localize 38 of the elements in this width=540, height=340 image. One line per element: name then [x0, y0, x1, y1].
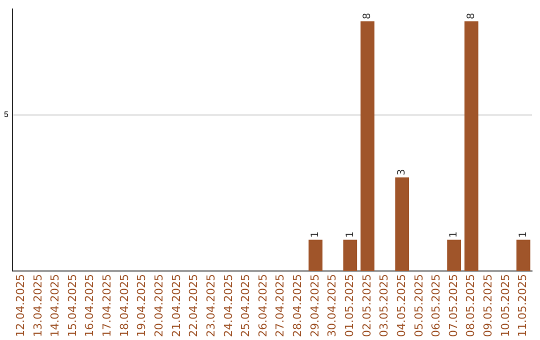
x-tick-label: 19.04.2025 — [135, 274, 148, 338]
x-tick-label: 07.05.2025 — [446, 274, 460, 338]
x-tick-label: 04.05.2025 — [394, 274, 408, 338]
x-tick-label: 13.04.2025 — [31, 274, 44, 338]
x-tick-label: 10.05.2025 — [498, 274, 512, 338]
x-tick-label: 30.04.2025 — [326, 274, 339, 338]
x-tick-label: 14.04.2025 — [48, 274, 62, 338]
x-tick-label: 28.04.2025 — [291, 274, 304, 338]
x-tick-label: 29.04.2025 — [308, 274, 322, 338]
y-tick-label: 5 — [4, 110, 9, 120]
data-label: 1 — [518, 231, 529, 238]
x-tick-label: 22.04.2025 — [187, 274, 200, 338]
data-label: 1 — [310, 231, 322, 238]
x-tick-label: 08.05.2025 — [464, 274, 478, 338]
x-tick-label: 15.04.2025 — [66, 274, 79, 338]
x-tick-label: 25.04.2025 — [239, 274, 252, 338]
x-tick-label: 12.04.2025 — [14, 274, 27, 338]
data-label: 1 — [344, 231, 356, 238]
x-tick-label: 09.05.2025 — [482, 274, 495, 338]
data-label: 3 — [396, 168, 408, 176]
data-label: 8 — [466, 12, 477, 20]
x-tick-label: 01.05.2025 — [343, 274, 356, 338]
x-tick-label: 24.04.2025 — [222, 274, 235, 338]
x-tick-label: 05.05.2025 — [412, 274, 426, 338]
x-tick-label: 21.04.2025 — [170, 274, 183, 338]
x-tick-label: 16.04.2025 — [83, 274, 96, 338]
data-label: 1 — [448, 231, 460, 238]
x-tick-label: 17.04.2025 — [100, 274, 114, 338]
x-tick-label: 23.04.2025 — [204, 274, 218, 338]
x-tick-label: 03.05.2025 — [378, 274, 391, 338]
x-tick-label: 18.04.2025 — [118, 274, 131, 338]
x-tick-label: 20.04.2025 — [152, 274, 166, 338]
data-label: 8 — [362, 12, 374, 20]
x-tick-label: 27.04.2025 — [274, 274, 287, 338]
x-tick-label: 02.05.2025 — [360, 274, 374, 338]
x-tick-label: 26.04.2025 — [256, 274, 270, 338]
x-tick-label: 06.05.2025 — [430, 274, 443, 338]
x-tick-label: 11.05.2025 — [516, 274, 530, 338]
